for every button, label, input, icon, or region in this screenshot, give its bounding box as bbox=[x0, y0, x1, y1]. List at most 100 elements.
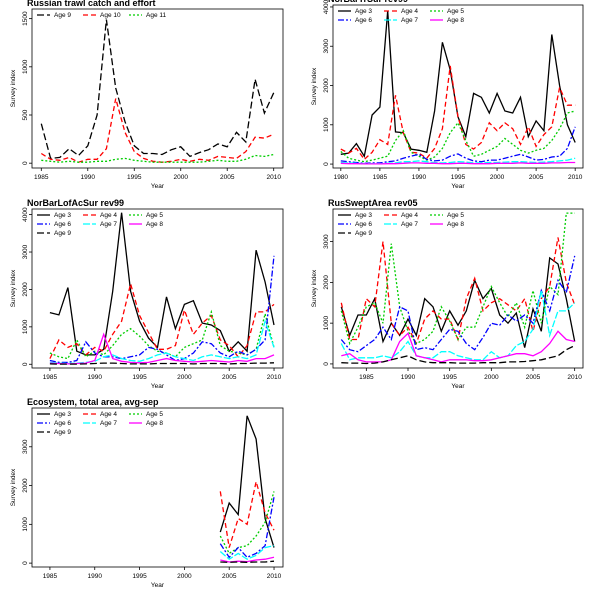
x-tick-label: 1985 bbox=[359, 374, 374, 381]
chart-panel-5: Ecosystem, total area, avg-sep 1985 1990 19… bbox=[10, 397, 284, 589]
y-axis-label: Survey index bbox=[311, 269, 318, 307]
x-tick-label: 1990 bbox=[401, 374, 416, 381]
series-line-age-5 bbox=[340, 212, 575, 346]
legend-label: Age 7 bbox=[401, 17, 418, 24]
legend-label: Age 5 bbox=[447, 8, 464, 15]
x-tick-label: 1990 bbox=[81, 174, 96, 181]
x-tick-label: 2005 bbox=[220, 174, 235, 181]
legend-label: Age 8 bbox=[447, 17, 464, 24]
plot-frame bbox=[31, 208, 284, 369]
x-tick-label: 1985 bbox=[373, 174, 388, 181]
chart-panel-4: RusSweptArea rev05 1985 1990 1995 2000 2005 20… bbox=[311, 198, 584, 390]
chart-title: RusSweptArea rev05 bbox=[328, 198, 418, 208]
series-line-age-4 bbox=[49, 281, 275, 359]
legend-label: Age 4 bbox=[401, 8, 418, 15]
x-tick-label: 2000 bbox=[174, 174, 189, 181]
legend-label: Age 9 bbox=[54, 429, 71, 436]
series-line-age-5 bbox=[340, 110, 576, 163]
legend-label: Age 6 bbox=[355, 17, 372, 24]
legend-label: Age 9 bbox=[54, 12, 71, 19]
x-axis-label: Year bbox=[151, 383, 165, 390]
chart-title: NorBarTrSur rev99 bbox=[328, 0, 408, 4]
legend-label: Age 9 bbox=[355, 230, 372, 237]
series-line-age-3 bbox=[340, 10, 576, 158]
x-tick-label: 1985 bbox=[43, 573, 58, 580]
x-axis-label: Year bbox=[451, 183, 465, 190]
legend-label: Age 9 bbox=[54, 230, 71, 237]
x-tick-label: 2010 bbox=[567, 374, 582, 381]
x-tick-label: 2005 bbox=[526, 374, 541, 381]
x-tick-label: 1995 bbox=[451, 174, 466, 181]
legend-label: Age 3 bbox=[54, 411, 71, 418]
chart-title: NorBarLofAcSur rev99 bbox=[27, 198, 124, 208]
legend-label: Age 5 bbox=[447, 212, 464, 219]
legend-label: Age 10 bbox=[100, 12, 121, 19]
y-tick-label: 3000 bbox=[323, 234, 330, 249]
legend-label: Age 4 bbox=[100, 212, 117, 219]
x-tick-label: 2000 bbox=[490, 174, 505, 181]
x-tick-label: 1985 bbox=[43, 374, 58, 381]
x-axis-label: Year bbox=[451, 383, 465, 390]
series-line-age-6 bbox=[340, 126, 576, 164]
series-line-age-10 bbox=[40, 98, 274, 163]
y-tick-label: 1000 bbox=[22, 59, 29, 74]
y-tick-label: 1500 bbox=[22, 11, 29, 26]
legend-label: Age 7 bbox=[100, 221, 117, 228]
series-line-age-7 bbox=[49, 318, 275, 365]
x-tick-label: 2010 bbox=[267, 374, 282, 381]
x-tick-label: 2000 bbox=[484, 374, 499, 381]
y-tick-label: 0 bbox=[323, 162, 330, 166]
legend-label: Age 4 bbox=[401, 212, 418, 219]
chart-title: Ecosystem, total area, avg-sep bbox=[27, 397, 159, 407]
x-tick-label: 1995 bbox=[127, 174, 142, 181]
x-tick-label: 1980 bbox=[334, 174, 349, 181]
legend-label: Age 4 bbox=[100, 411, 117, 418]
legend-label: Age 3 bbox=[54, 212, 71, 219]
series-line-age-9 bbox=[220, 560, 275, 563]
legend-label: Age 6 bbox=[54, 221, 71, 228]
series-line-age-9 bbox=[40, 19, 275, 160]
y-tick-label: 4000 bbox=[323, 0, 330, 14]
x-tick-label: 1990 bbox=[412, 174, 427, 181]
series-line-age-6 bbox=[49, 255, 275, 364]
chart-panel-3: NorBarLofAcSur rev99 1985 1990 1995 2000 2005… bbox=[10, 198, 284, 390]
legend-label: Age 7 bbox=[401, 221, 418, 228]
plot-frame bbox=[31, 407, 284, 568]
y-tick-label: 1000 bbox=[323, 117, 330, 132]
x-tick-label: 2000 bbox=[177, 374, 192, 381]
series-line-age-9 bbox=[49, 362, 275, 365]
y-axis-label: Survey index bbox=[311, 67, 318, 105]
chart-title: Russian trawl catch and effort bbox=[27, 0, 156, 8]
legend-label: Age 8 bbox=[447, 221, 464, 228]
y-tick-label: 0 bbox=[22, 161, 29, 165]
series-line-age-7 bbox=[340, 290, 576, 361]
x-tick-label: 1995 bbox=[132, 573, 147, 580]
series-line-age-3 bbox=[219, 415, 275, 548]
plot-frame bbox=[332, 208, 584, 369]
x-tick-label: 2010 bbox=[266, 174, 281, 181]
series-line-age-4 bbox=[219, 481, 275, 548]
x-tick-label: 2000 bbox=[177, 573, 192, 580]
legend-label: Age 5 bbox=[146, 212, 163, 219]
series-line-age-8 bbox=[340, 161, 576, 165]
series-line-age-5 bbox=[219, 491, 275, 555]
series-line-age-7 bbox=[219, 545, 275, 561]
y-tick-label: 3000 bbox=[22, 244, 29, 259]
legend-label: Age 7 bbox=[100, 420, 117, 427]
legend-label: Age 6 bbox=[54, 420, 71, 427]
y-tick-label: 3000 bbox=[22, 439, 29, 454]
x-tick-label: 1995 bbox=[132, 374, 147, 381]
x-tick-label: 2010 bbox=[267, 573, 282, 580]
y-tick-label: 2000 bbox=[22, 478, 29, 493]
plot-frame bbox=[31, 8, 284, 169]
series-line-age-11 bbox=[41, 153, 274, 163]
x-axis-label: Year bbox=[151, 183, 165, 190]
y-axis-label: Survey index bbox=[10, 269, 17, 307]
legend-label: Age 8 bbox=[146, 221, 163, 228]
plot-frame bbox=[332, 4, 584, 169]
y-tick-label: 500 bbox=[22, 109, 29, 120]
x-tick-label: 1995 bbox=[442, 374, 457, 381]
x-tick-label: 1985 bbox=[34, 174, 49, 181]
series-line-age-8 bbox=[220, 556, 275, 563]
